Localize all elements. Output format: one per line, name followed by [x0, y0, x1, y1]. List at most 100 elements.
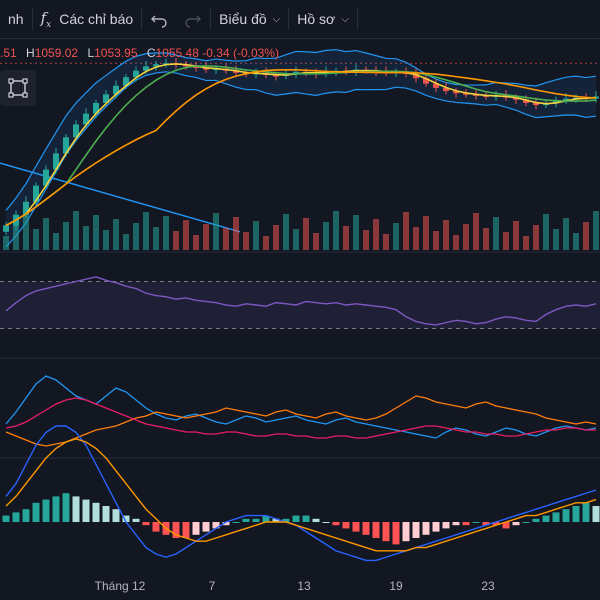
macd-histogram-bar — [342, 522, 350, 529]
top-toolbar: nh fx Các chỉ báo Biểu đồ ⌵ Hồ sơ ⌵ — [0, 0, 600, 39]
toolbar-divider — [210, 8, 212, 30]
redo-icon — [185, 15, 202, 28]
volume-bar — [203, 224, 209, 250]
candle-body — [93, 102, 99, 114]
volume-bar — [253, 221, 259, 250]
bollinger-lower — [5, 71, 597, 248]
macd-histogram-bar — [362, 522, 370, 535]
indicators-label: Các chỉ báo — [59, 11, 134, 27]
candle-body — [443, 87, 449, 92]
candle-body — [293, 71, 299, 74]
rectangle-tool-button[interactable] — [0, 70, 36, 106]
volume-bar — [423, 216, 429, 250]
candle-body — [423, 78, 429, 84]
chart-canvas[interactable] — [0, 38, 600, 574]
volume-bar — [433, 231, 439, 250]
candle-body — [73, 124, 79, 138]
open-value: .51 — [0, 46, 17, 60]
macd-histogram-bar — [272, 518, 280, 522]
redo-button[interactable] — [176, 0, 210, 38]
volume-bar — [383, 234, 389, 250]
candle-body — [563, 98, 569, 101]
macd-histogram-bar — [262, 515, 270, 522]
interval-label: nh — [8, 11, 24, 27]
volume-bar — [473, 213, 479, 250]
volume-bar — [413, 227, 419, 250]
macd-histogram-bar — [62, 493, 70, 522]
candle-body — [133, 70, 139, 78]
low-value: 1053.95 — [94, 46, 138, 60]
macd-histogram-bar — [522, 522, 530, 523]
signal-line — [5, 438, 597, 552]
candle-body — [233, 70, 239, 73]
volume-bar — [143, 212, 149, 250]
macd-histogram-bar — [102, 506, 110, 522]
macd-histogram-bar — [152, 522, 160, 532]
macd-histogram-bar — [572, 506, 580, 522]
volume-bar — [563, 218, 569, 250]
profile-menu-button[interactable]: Hồ sơ ⌵ — [289, 0, 357, 38]
x-tick-label: 23 — [481, 579, 495, 593]
volume-bar — [23, 214, 29, 250]
candle-body — [33, 185, 39, 202]
toolbar-divider — [356, 8, 358, 30]
macd-histogram-bar — [452, 522, 460, 526]
indicators-button[interactable]: fx Các chỉ báo — [33, 0, 142, 38]
toolbar-divider — [288, 8, 290, 30]
macd-histogram-bar — [442, 522, 450, 529]
macd-histogram-bar — [222, 522, 230, 526]
candle-body — [513, 97, 519, 100]
volume-bar — [63, 222, 69, 250]
volume-bar — [483, 228, 489, 250]
macd-histogram-bar — [432, 522, 440, 532]
volume-bar — [183, 220, 189, 250]
macd-histogram-bar — [512, 522, 520, 526]
candle-body — [113, 85, 119, 95]
macd-histogram-bar — [142, 522, 150, 526]
ma-mid-line — [5, 65, 597, 227]
macd-histogram-bar — [482, 522, 490, 526]
macd-histogram-bar — [302, 515, 310, 522]
volume-bar — [283, 214, 289, 250]
macd-histogram-bar — [82, 499, 90, 522]
volume-bar — [593, 211, 599, 250]
interval-button[interactable]: nh — [0, 0, 32, 38]
macd-histogram-bar — [402, 522, 410, 542]
volume-bar — [513, 221, 519, 250]
volume-bar — [123, 234, 129, 250]
volume-bar — [463, 224, 469, 250]
close-key: C — [146, 46, 156, 60]
price-panel — [0, 49, 600, 250]
x-axis: Tháng 12 7 13 19 23 — [0, 574, 600, 600]
candle-body — [413, 73, 419, 79]
volume-bar — [303, 218, 309, 250]
ohlc-legend: .51 H1059.02 L1053.95 C1055.48 -0.34 (-0… — [0, 46, 279, 60]
macd-histogram-bar — [412, 522, 420, 538]
volume-bar — [163, 216, 169, 250]
chart-menu-button[interactable]: Biểu đồ ⌵ — [211, 0, 288, 38]
undo-button[interactable] — [142, 0, 176, 38]
macd-histogram-bar — [22, 509, 30, 522]
volume-bar — [213, 213, 219, 250]
rsi-line — [5, 276, 597, 326]
volume-bar — [313, 233, 319, 250]
chevron-down-icon: ⌵ — [272, 13, 281, 25]
volume-bar — [533, 225, 539, 250]
volume-bar — [43, 218, 49, 250]
macd-histogram-bar — [532, 518, 540, 522]
macd-histogram-bar — [592, 506, 600, 522]
macd-histogram-bar — [582, 502, 590, 522]
chevron-down-icon: ⌵ — [341, 13, 349, 25]
volume-bar — [243, 232, 249, 250]
volume-bar — [3, 236, 9, 250]
volume-bar — [263, 236, 269, 250]
macd-histogram-bar — [182, 522, 190, 538]
macd-histogram-bar — [462, 522, 470, 526]
x-tick-label: Tháng 12 — [94, 579, 146, 593]
volume-bar — [83, 226, 89, 250]
candle-body — [43, 169, 49, 186]
toolbar-divider — [141, 8, 143, 30]
volume-bar — [113, 219, 119, 250]
macd-histogram-bar — [282, 518, 290, 522]
